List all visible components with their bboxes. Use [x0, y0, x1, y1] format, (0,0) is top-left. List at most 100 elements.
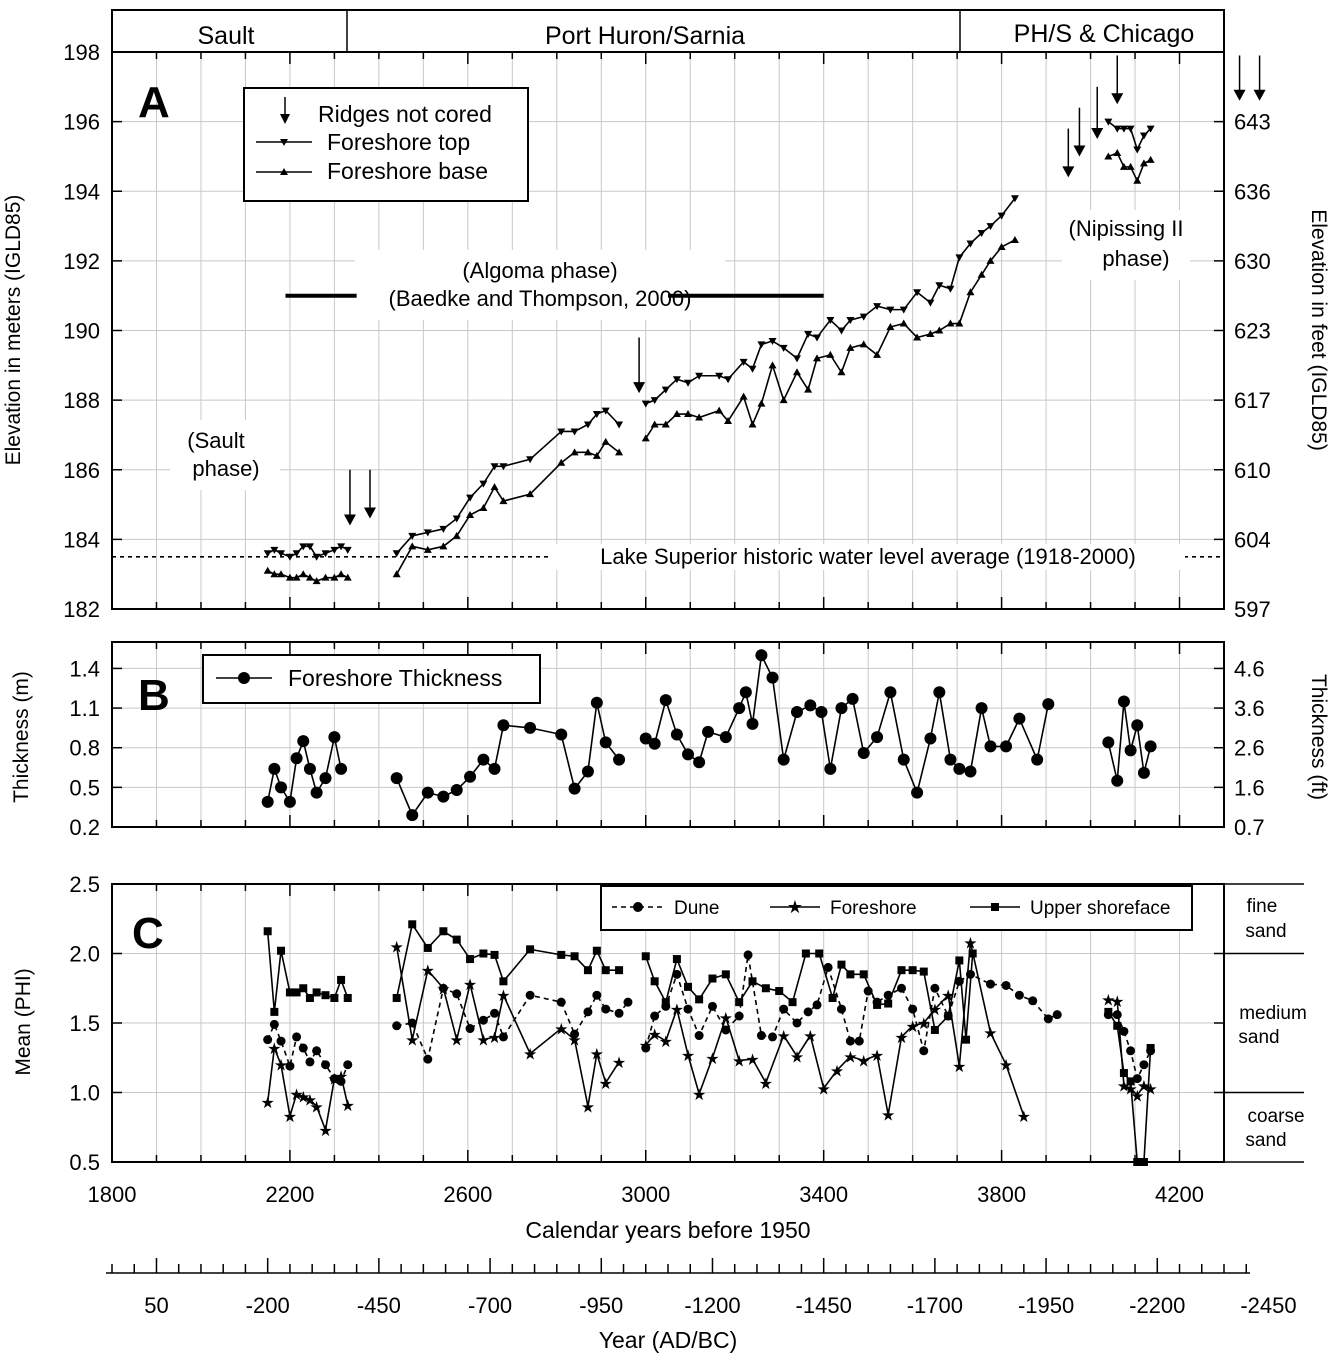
year-tick-label: -1950: [1018, 1293, 1074, 1318]
panel-b-legend-box: [202, 654, 541, 704]
dune-point: [707, 1001, 717, 1011]
thickness-point: [933, 686, 946, 699]
dune-point: [1139, 1060, 1149, 1070]
foreshore-base-point: [615, 448, 624, 456]
year-tick-label: -700: [468, 1293, 512, 1318]
thickness-point: [261, 795, 274, 808]
foreshore-base-point: [526, 490, 535, 498]
upper-shoreface-point: [1126, 1077, 1135, 1086]
foreshore-base-point: [748, 420, 757, 428]
foreshore-base-point: [886, 323, 895, 331]
foreshore-point: ★: [318, 1123, 332, 1140]
dune-point: [298, 1043, 308, 1053]
x-tick-label: 1800: [88, 1182, 137, 1207]
panel-b-letter: B: [138, 671, 170, 720]
foreshore-top-point: [1119, 125, 1128, 133]
thickness-point: [835, 702, 848, 715]
foreshore-point: ★: [952, 1059, 966, 1076]
grain-coarse-label-2: sand: [1245, 1130, 1286, 1151]
foreshore-base-point: [479, 504, 488, 512]
upper-shoreface-point: [1146, 1044, 1155, 1053]
foreshore-point: ★: [745, 1052, 759, 1069]
upper-shoreface-point: [684, 982, 693, 991]
foreshore-top-point: [695, 372, 704, 380]
foreshore-base-point: [305, 573, 314, 581]
foreshore-top-point: [724, 376, 733, 384]
foreshore-line: [266, 1047, 349, 1134]
foreshore-top-point: [684, 379, 693, 387]
dune-point: [779, 1004, 789, 1014]
dune-point: [768, 1032, 778, 1042]
foreshore-base-point: [499, 497, 508, 505]
foreshore-base-point: [804, 385, 813, 393]
x-tick-label: 3800: [977, 1182, 1026, 1207]
y2-tick-label: 4.6: [1234, 656, 1265, 681]
foreshore-base-point: [1126, 162, 1135, 170]
ridge-arrow-head: [1091, 128, 1104, 140]
thickness-point: [1117, 695, 1130, 708]
legend-foreshore-base-label: Foreshore base: [327, 158, 488, 184]
thickness-point: [639, 732, 652, 745]
upper-shoreface-point: [615, 966, 624, 975]
upper-shoreface-point: [650, 977, 659, 986]
foreshore-base-point: [986, 256, 995, 264]
foreshore-top-point: [748, 365, 757, 373]
upper-shoreface-point: [962, 1035, 971, 1044]
foreshore-point: ★: [759, 1076, 773, 1093]
dune-point: [570, 1029, 580, 1039]
foreshore-point: ★: [334, 1069, 348, 1086]
dune-point: [592, 990, 602, 1000]
thickness-point: [911, 786, 924, 799]
thickness-point: [670, 728, 683, 741]
foreshore-base-point: [1113, 148, 1122, 156]
thickness-point: [702, 725, 715, 738]
upper-shoreface-point: [873, 1000, 882, 1009]
y-tick-label: 188: [63, 388, 100, 413]
upper-shoreface-point: [592, 946, 601, 955]
dune-point: [1028, 996, 1038, 1006]
thickness-point: [437, 790, 450, 803]
upper-shoreface-point: [735, 998, 744, 1007]
foreshore-base-point: [330, 573, 339, 581]
dune-point: [525, 990, 535, 1000]
grain-fine-label-1: fine: [1247, 896, 1278, 917]
dune-point: [683, 1004, 693, 1014]
dune-point: [312, 1046, 322, 1056]
upper-shoreface-point: [930, 1025, 939, 1034]
foreshore-point: ★: [309, 1099, 323, 1116]
year-tick-label: -450: [357, 1293, 401, 1318]
foreshore-point: ★: [303, 1092, 317, 1109]
upper-shoreface-point: [748, 977, 757, 986]
foreshore-base-point: [757, 399, 766, 407]
dune-point: [1119, 1026, 1129, 1036]
y2-tick-label: 643: [1234, 110, 1271, 135]
upper-shoreface-point: [944, 1012, 953, 1021]
thickness-line: [645, 652, 1050, 796]
phase-label-sault: Sault: [198, 22, 255, 50]
upper-shoreface-point: [601, 966, 610, 975]
thickness-point: [450, 784, 463, 796]
year-tick-label: 50: [144, 1293, 168, 1318]
foreshore-top-point: [1139, 132, 1148, 140]
panel-c-legend: Dune ★ Foreshore Upper shoreface: [600, 885, 1193, 931]
foreshore-point: ★: [817, 1081, 831, 1098]
foreshore-top-point: [913, 289, 922, 297]
foreshore-top-point: [312, 553, 321, 561]
upper-shoreface-point: [526, 945, 535, 954]
dune-point: [498, 1032, 508, 1042]
thickness-point: [953, 762, 966, 775]
dune-point: [305, 1057, 315, 1067]
thickness-point: [815, 706, 828, 719]
foreshore-point: ★: [917, 1016, 931, 1033]
dune-point: [1043, 1014, 1053, 1024]
foreshore-top-point: [792, 355, 801, 363]
thickness-point: [857, 747, 870, 759]
dune-point: [803, 1007, 813, 1017]
grain-medium-label-1: medium: [1239, 1003, 1307, 1024]
foreshore-base-point: [650, 420, 659, 428]
reference-line-label: Lake Superior historic water level avera…: [600, 544, 1136, 569]
reference-label-bg: [552, 544, 1185, 570]
panel-b-y2-axis-label: Thickness (ft): [1307, 674, 1330, 800]
foreshore-base-point: [321, 573, 330, 581]
y-tick-label: 186: [63, 458, 100, 483]
